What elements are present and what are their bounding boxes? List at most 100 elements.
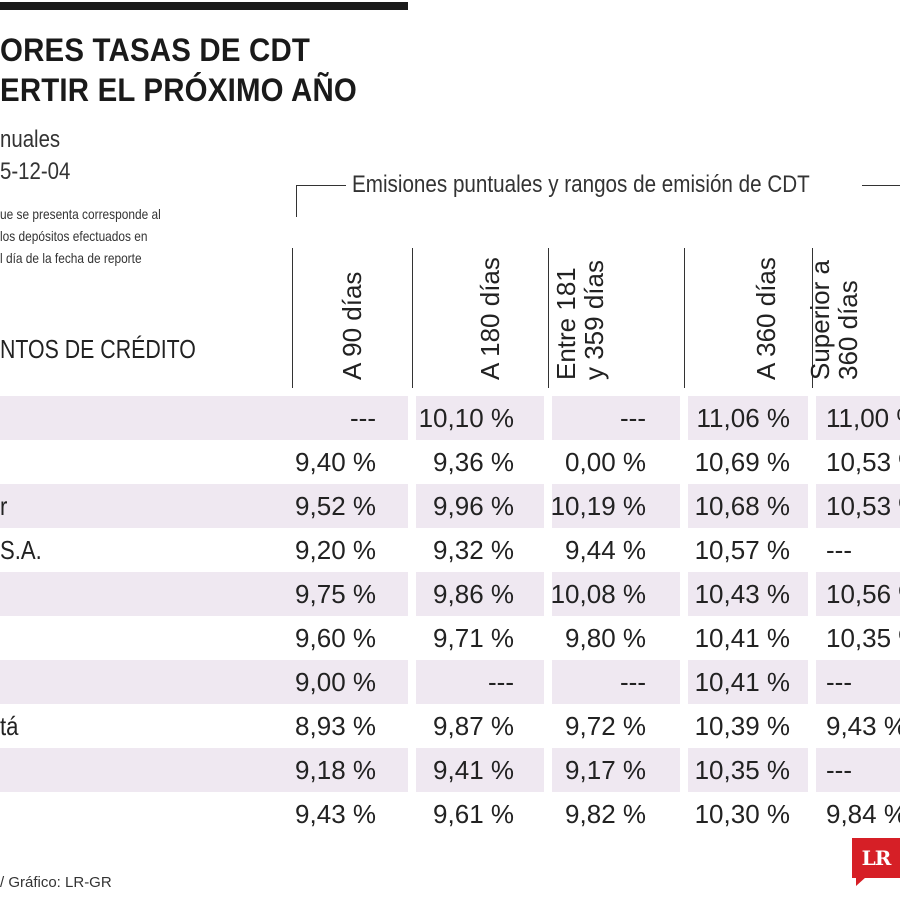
column-header-3: Entre 181 y 359 días <box>548 196 688 388</box>
rate-cell: 10,41 % <box>694 623 790 653</box>
subtitle: nuales 5-12-04 <box>0 124 70 188</box>
row-shade <box>816 660 900 704</box>
rate-cell: 9,80 % <box>565 623 646 653</box>
entity-name: tá <box>0 711 19 741</box>
column-divider <box>412 248 413 388</box>
rate-cell: 9,44 % <box>565 535 646 565</box>
rate-cell: 10,56 % <box>826 579 900 609</box>
group-header-rule-drop <box>296 185 297 217</box>
note-line-2: los depósitos efectuados en <box>0 228 148 244</box>
table-row: 9,18 % 9,41 % 9,17 % 10,35 % --- <box>0 748 900 792</box>
rate-cell: 9,71 % <box>433 623 514 653</box>
rate-cell: 9,52 % <box>295 491 376 521</box>
row-shade <box>552 572 680 616</box>
row-shade <box>416 396 544 440</box>
lr-logo: LR <box>852 838 900 886</box>
table-row: 9,00 % --- --- 10,41 % --- <box>0 660 900 704</box>
column-header-label: Entre 181 y 359 días <box>551 260 609 380</box>
rate-cell: 10,53 % <box>826 491 900 521</box>
entity-name: S.A. <box>0 535 42 565</box>
row-shade <box>816 396 900 440</box>
rate-cell: 10,39 % <box>694 711 790 741</box>
rate-cell: 9,75 % <box>295 579 376 609</box>
rate-cell: 11,00 % <box>826 403 900 433</box>
rate-cell: 9,00 % <box>295 667 376 697</box>
row-shade <box>688 748 808 792</box>
rate-cell: 9,18 % <box>295 755 376 785</box>
title-line-2: ERTIR EL PRÓXIMO AÑO <box>0 72 357 108</box>
rate-cell: 10,43 % <box>694 579 790 609</box>
column-divider <box>548 248 549 388</box>
subtitle-line-2: 5-12-04 <box>0 158 71 185</box>
rate-cell: 10,19 % <box>550 491 646 521</box>
rate-cell: 8,93 % <box>295 711 376 741</box>
rate-cell: 9,40 % <box>295 447 376 477</box>
column-header-5: Superior a 360 días <box>805 196 900 388</box>
row-shade <box>416 748 544 792</box>
rate-cell: 10,68 % <box>694 491 790 521</box>
row-shade <box>0 572 408 616</box>
row-shade <box>816 572 900 616</box>
title-line-1: ORES TASAS DE CDT <box>0 32 311 68</box>
rate-cell: 9,43 % <box>295 799 376 829</box>
row-shade <box>0 660 408 704</box>
row-shade <box>552 660 680 704</box>
rate-cell: 10,41 % <box>694 667 790 697</box>
table-row: tá 8,93 % 9,87 % 9,72 % 10,39 % 9,43 % <box>0 704 900 748</box>
rate-cell: 9,96 % <box>433 491 514 521</box>
row-shade <box>416 484 544 528</box>
rate-cell: 9,60 % <box>295 623 376 653</box>
rate-cell: 10,08 % <box>550 579 646 609</box>
rate-cell: 10,69 % <box>694 447 790 477</box>
row-shade <box>816 748 900 792</box>
rate-cell: 9,82 % <box>565 799 646 829</box>
page-title: ORES TASAS DE CDT ERTIR EL PRÓXIMO AÑO <box>0 30 357 110</box>
table-row: S.A. 9,20 % 9,32 % 9,44 % 10,57 % --- <box>0 528 900 572</box>
table-row: r 9,52 % 9,96 % 10,19 % 10,68 % 10,53 % <box>0 484 900 528</box>
row-shade <box>552 748 680 792</box>
table-row: --- 10,10 % --- 11,06 % 11,00 % <box>0 396 900 440</box>
row-shade <box>416 572 544 616</box>
lr-logo-text: LR <box>861 846 892 870</box>
row-shade <box>0 396 408 440</box>
rate-cell: 10,10 % <box>418 403 514 433</box>
rate-cell: 9,32 % <box>433 535 514 565</box>
row-shade <box>0 748 408 792</box>
column-divider <box>292 248 293 388</box>
rate-cell: 9,17 % <box>565 755 646 785</box>
rate-cell: 9,20 % <box>295 535 376 565</box>
rate-cell: --- <box>826 667 852 697</box>
rate-cell: 10,57 % <box>694 535 790 565</box>
row-shade <box>416 660 544 704</box>
column-divider <box>812 248 813 388</box>
rate-cell: 9,86 % <box>433 579 514 609</box>
row-shade <box>552 396 680 440</box>
column-header-2: A 180 días <box>412 196 552 388</box>
rate-cell: 9,84 % <box>826 799 900 829</box>
table-row: 9,60 % 9,71 % 9,80 % 10,41 % 10,35 % <box>0 616 900 660</box>
table-row: 9,43 % 9,61 % 9,82 % 10,30 % 9,84 % <box>0 792 900 836</box>
column-group-header: Emisiones puntuales y rangos de emisión … <box>296 170 900 217</box>
rate-cell: 10,35 % <box>826 623 900 653</box>
note-line-1: ue se presenta corresponde al <box>0 206 161 222</box>
methodology-note: ue se presenta corresponde al los depósi… <box>0 203 161 269</box>
column-divider <box>684 248 685 388</box>
table-row: 9,40 % 9,36 % 0,00 % 10,69 % 10,53 % <box>0 440 900 484</box>
rate-cell: 9,36 % <box>433 447 514 477</box>
rate-cell: 9,61 % <box>433 799 514 829</box>
entity-name: r <box>0 491 8 521</box>
rate-cell: 10,53 % <box>826 447 900 477</box>
rate-cell: 0,00 % <box>565 447 646 477</box>
note-line-3: l día de la fecha de reporte <box>0 250 142 266</box>
column-header-label: Superior a 360 días <box>805 260 863 380</box>
row-shade <box>688 572 808 616</box>
row-shade <box>0 484 408 528</box>
row-shade <box>816 484 900 528</box>
rate-cell: --- <box>620 667 646 697</box>
rate-cell: 11,06 % <box>696 403 790 433</box>
group-header-rule-left <box>296 185 346 186</box>
rate-cell: --- <box>488 667 514 697</box>
rate-cell: --- <box>826 535 852 565</box>
rate-cell: --- <box>826 755 852 785</box>
rate-cell: --- <box>620 403 646 433</box>
